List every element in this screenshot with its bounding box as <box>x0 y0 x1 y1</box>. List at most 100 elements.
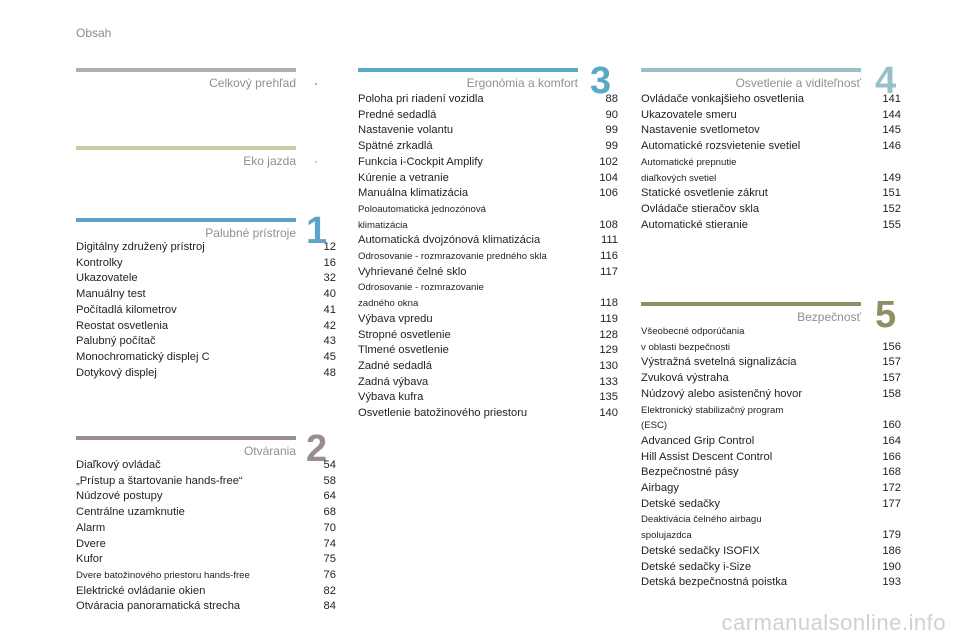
toc-entry-label: Zadné sedadlá <box>358 359 433 372</box>
toc-entry[interactable]: Detské sedačky ISOFIX 186 <box>641 544 901 560</box>
toc-entry[interactable]: Ovládače vonkajšieho osvetlenia 141 <box>641 92 901 108</box>
section-lighting: Osvetlenie a viditeľnosť 4 Ovládače vonk… <box>641 62 901 231</box>
toc-entry[interactable]: Kufor 75 <box>76 552 336 568</box>
toc-entry[interactable]: Predné sedadlá 90 <box>358 108 618 124</box>
toc-entry[interactable]: Odrosovanie - rozmrazovanie zadného okna… <box>358 280 618 311</box>
toc-entry[interactable]: Poloha pri riadení vozidla 88 <box>358 92 618 108</box>
toc-entry[interactable]: Zadná výbava 133 <box>358 375 618 391</box>
toc-entry[interactable]: Diaľkový ovládač 54 <box>76 458 336 474</box>
toc-entry-label: Bezpečnostné pásy <box>641 466 739 479</box>
toc-entry[interactable]: Statické osvetlenie zákrut 151 <box>641 186 901 202</box>
section-bar <box>76 146 296 150</box>
toc-entry-page: 116 <box>600 250 618 263</box>
toc-entry-label: Nastavenie svetlometov <box>641 124 760 137</box>
toc-entry[interactable]: Výbava kufra 135 <box>358 390 618 406</box>
toc-entry[interactable]: Detská bezpečnostná poistka 193 <box>641 575 901 591</box>
toc-entry[interactable]: Airbagy 172 <box>641 481 901 497</box>
toc-entry[interactable]: Výstražná svetelná signalizácia 157 <box>641 355 901 371</box>
toc-entry-label: Airbagy <box>641 482 679 495</box>
toc-entry[interactable]: Spätné zrkadlá 99 <box>358 139 618 155</box>
toc-entry[interactable]: Ukazovatele smeru 144 <box>641 108 901 124</box>
toc-entry-page: 144 <box>882 108 901 121</box>
toc-entry[interactable]: Manuálna klimatizácia 106 <box>358 186 618 202</box>
toc-entry-page: 146 <box>882 140 901 153</box>
toc-entry[interactable]: Automatická dvojzónová klimatizácia 111 <box>358 233 618 249</box>
toc-entry[interactable]: Detské sedačky i-Size 190 <box>641 560 901 576</box>
toc-entry-label: Deaktivácia čelného airbagu spolujazdca <box>641 514 762 542</box>
toc-entry[interactable]: Všeobecné odporúčania v oblasti bezpečno… <box>641 324 901 355</box>
toc-entry[interactable]: Tlmené osvetlenie 129 <box>358 343 618 359</box>
toc-entry[interactable]: Zvuková výstraha 157 <box>641 371 901 387</box>
section-safety: Bezpečnosť 5 Všeobecné odporúčania v obl… <box>641 296 901 588</box>
toc-entry[interactable]: Palubný počítač 43 <box>76 334 336 350</box>
toc-entry-label: Spätné zrkadlá <box>358 140 433 153</box>
toc-entry-label: Reostat osvetlenia <box>76 319 169 332</box>
toc-entry[interactable]: Digitálny združený prístroj 12 <box>76 240 336 256</box>
toc-entry-page: 54 <box>323 459 336 471</box>
toc-entry[interactable]: Núdzový alebo asistenčný hovor 158 <box>641 387 901 403</box>
section-title: Osvetlenie a viditeľnosť <box>735 76 861 90</box>
toc-entry[interactable]: Elektronický stabilizačný program (ESC) 1… <box>641 403 901 434</box>
toc-entry[interactable]: Počítadlá kilometrov 41 <box>76 303 336 319</box>
toc-entry[interactable]: Elektrické ovládanie okien 82 <box>76 584 336 600</box>
toc-entry-page: 133 <box>599 375 618 388</box>
toc-entry-label: Počítadlá kilometrov <box>76 303 177 316</box>
toc-entry[interactable]: Zadné sedadlá 130 <box>358 359 618 375</box>
toc-entry-label: Poloha pri riadení vozidla <box>358 93 484 105</box>
toc-entry[interactable]: Stropné osvetlenie 128 <box>358 328 618 344</box>
entry-list: Všeobecné odporúčania v oblasti bezpečno… <box>641 324 901 591</box>
toc-entry[interactable]: Dotykový displej 48 <box>76 366 336 382</box>
toc-entry[interactable]: Kúrenie a vetranie 104 <box>358 171 618 187</box>
toc-entry[interactable]: Núdzové postupy 64 <box>76 489 336 505</box>
toc-entry-label: Manuálny test <box>76 288 146 301</box>
section-bar <box>76 436 296 440</box>
toc-entry[interactable]: Nastavenie volantu 99 <box>358 123 618 139</box>
toc-entry[interactable]: Kontrolky 16 <box>76 256 336 272</box>
toc-entry-label: Advanced Grip Control <box>641 434 755 447</box>
toc-entry[interactable]: Dvere batožinového priestoru hands-free 7… <box>76 568 336 584</box>
toc-entry[interactable]: „Prístup a štartovanie hands-free“ 58 <box>76 474 336 490</box>
toc-entry[interactable]: Hill Assist Descent Control 166 <box>641 450 901 466</box>
toc-entry[interactable]: Vyhrievané čelné sklo 117 <box>358 265 618 281</box>
toc-entry-label: Osvetlenie batožinového priestoru <box>358 407 528 420</box>
toc-entry[interactable]: Bezpečnostné pásy 168 <box>641 465 901 481</box>
toc-entry[interactable]: Funkcia i-Cockpit Amplify 102 <box>358 155 618 171</box>
toc-entry-page: 157 <box>882 372 901 385</box>
toc-entry-page: 68 <box>323 506 336 519</box>
toc-entry-label: Statické osvetlenie zákrut <box>641 187 768 200</box>
toc-entry[interactable]: Centrálne uzamknutie 68 <box>76 505 336 521</box>
toc-entry[interactable]: Monochromatický displej C 45 <box>76 350 336 366</box>
section-title: Ergonómia a komfort <box>466 76 578 90</box>
entry-list: Ovládače vonkajšieho osvetlenia 141 Ukazov… <box>641 92 901 233</box>
toc-entry-label: Diaľkový ovládač <box>76 459 161 471</box>
toc-entry[interactable]: Reostat osvetlenia 42 <box>76 319 336 335</box>
toc-entry[interactable]: Nastavenie svetlometov 145 <box>641 123 901 139</box>
toc-entry-page: 186 <box>882 544 901 557</box>
toc-entry[interactable]: Automatické prepnutie diaľkových svetiel… <box>641 155 901 186</box>
toc-entry-page: 76 <box>323 568 336 581</box>
entry-list: Poloha pri riadení vozidla 88 Predné sedad… <box>358 92 618 422</box>
toc-entry[interactable]: Osvetlenie batožinového priestoru 140 <box>358 406 618 422</box>
toc-entry[interactable]: Dvere 74 <box>76 537 336 553</box>
toc-entry[interactable]: Advanced Grip Control 164 <box>641 434 901 450</box>
toc-entry[interactable]: Odrosovanie - rozmrazovanie predného skl… <box>358 249 618 265</box>
toc-entry[interactable]: Výbava vpredu 119 <box>358 312 618 328</box>
toc-entry[interactable]: Ukazovatele 32 <box>76 271 336 287</box>
toc-entry[interactable]: Manuálny test 40 <box>76 287 336 303</box>
toc-entry[interactable]: Automatické stieranie 155 <box>641 218 901 234</box>
section-number: 5 <box>875 294 897 336</box>
toc-entry[interactable]: Deaktivácia čelného airbagu spolujazdca 1… <box>641 512 901 543</box>
toc-entry-page: 141 <box>882 93 901 105</box>
section-bar <box>76 218 296 222</box>
toc-entry[interactable]: Otváracia panoramatická strecha 84 <box>76 599 336 615</box>
toc-entry-page: 151 <box>882 187 901 200</box>
toc-entry[interactable]: Poloautomatická jednozónová klimatizácia… <box>358 202 618 233</box>
toc-entry[interactable]: Ovládače stieračov skla 152 <box>641 202 901 218</box>
toc-entry-page: 190 <box>882 560 901 573</box>
toc-entry[interactable]: Detské sedačky 177 <box>641 497 901 513</box>
toc-entry[interactable]: Alarm 70 <box>76 521 336 537</box>
toc-entry-page: 74 <box>323 537 336 550</box>
toc-entry-label: „Prístup a štartovanie hands-free“ <box>76 474 243 487</box>
toc-entry-page: 172 <box>882 482 901 495</box>
toc-entry[interactable]: Automatické rozsvietenie svetiel 146 <box>641 139 901 155</box>
